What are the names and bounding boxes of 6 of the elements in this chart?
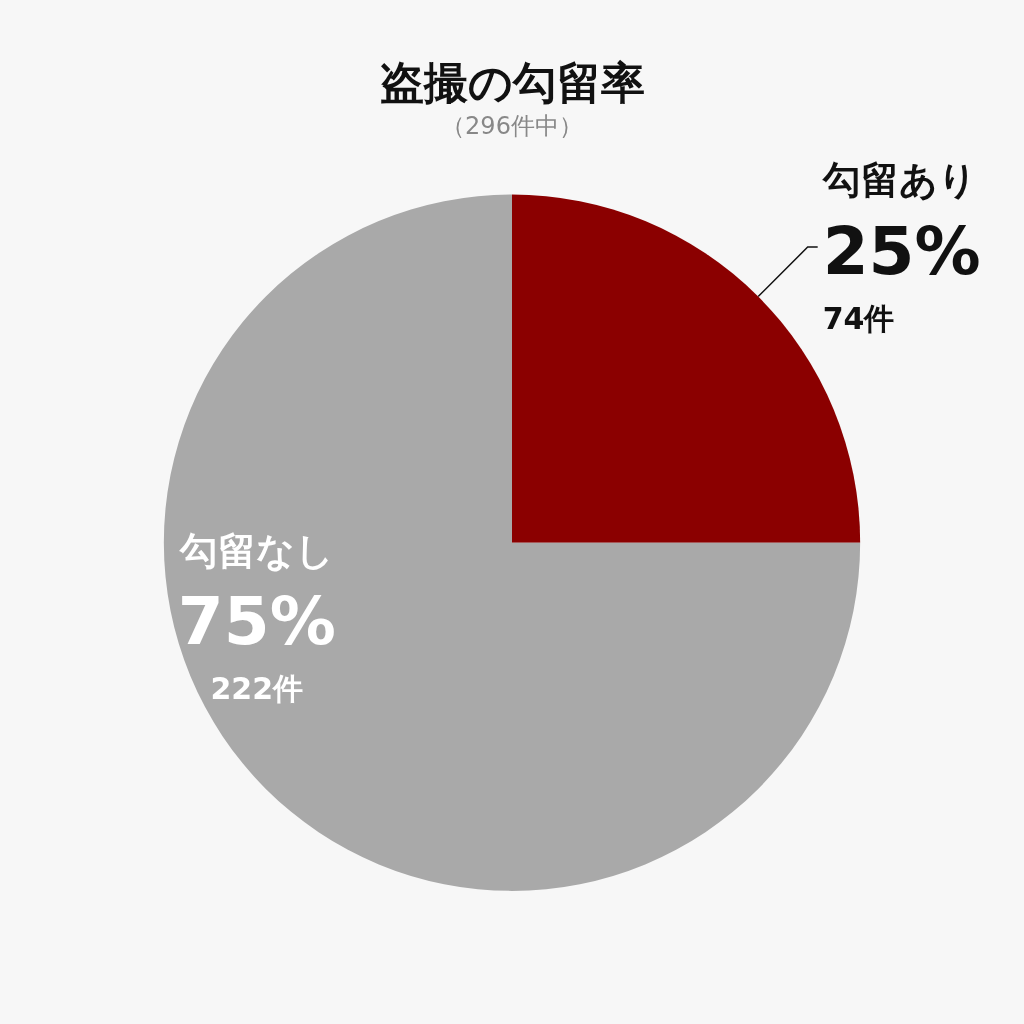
- data-label: 25% 74件: [822, 212, 981, 336]
- slice-label: 勾留なし: [178, 528, 334, 573]
- chart-subtitle: （296件中）: [441, 112, 583, 140]
- chart-title: 盗撮の勾留率: [379, 56, 645, 108]
- data-label: 75% 222件: [177, 583, 336, 707]
- slice-label: 勾留あり: [821, 158, 977, 203]
